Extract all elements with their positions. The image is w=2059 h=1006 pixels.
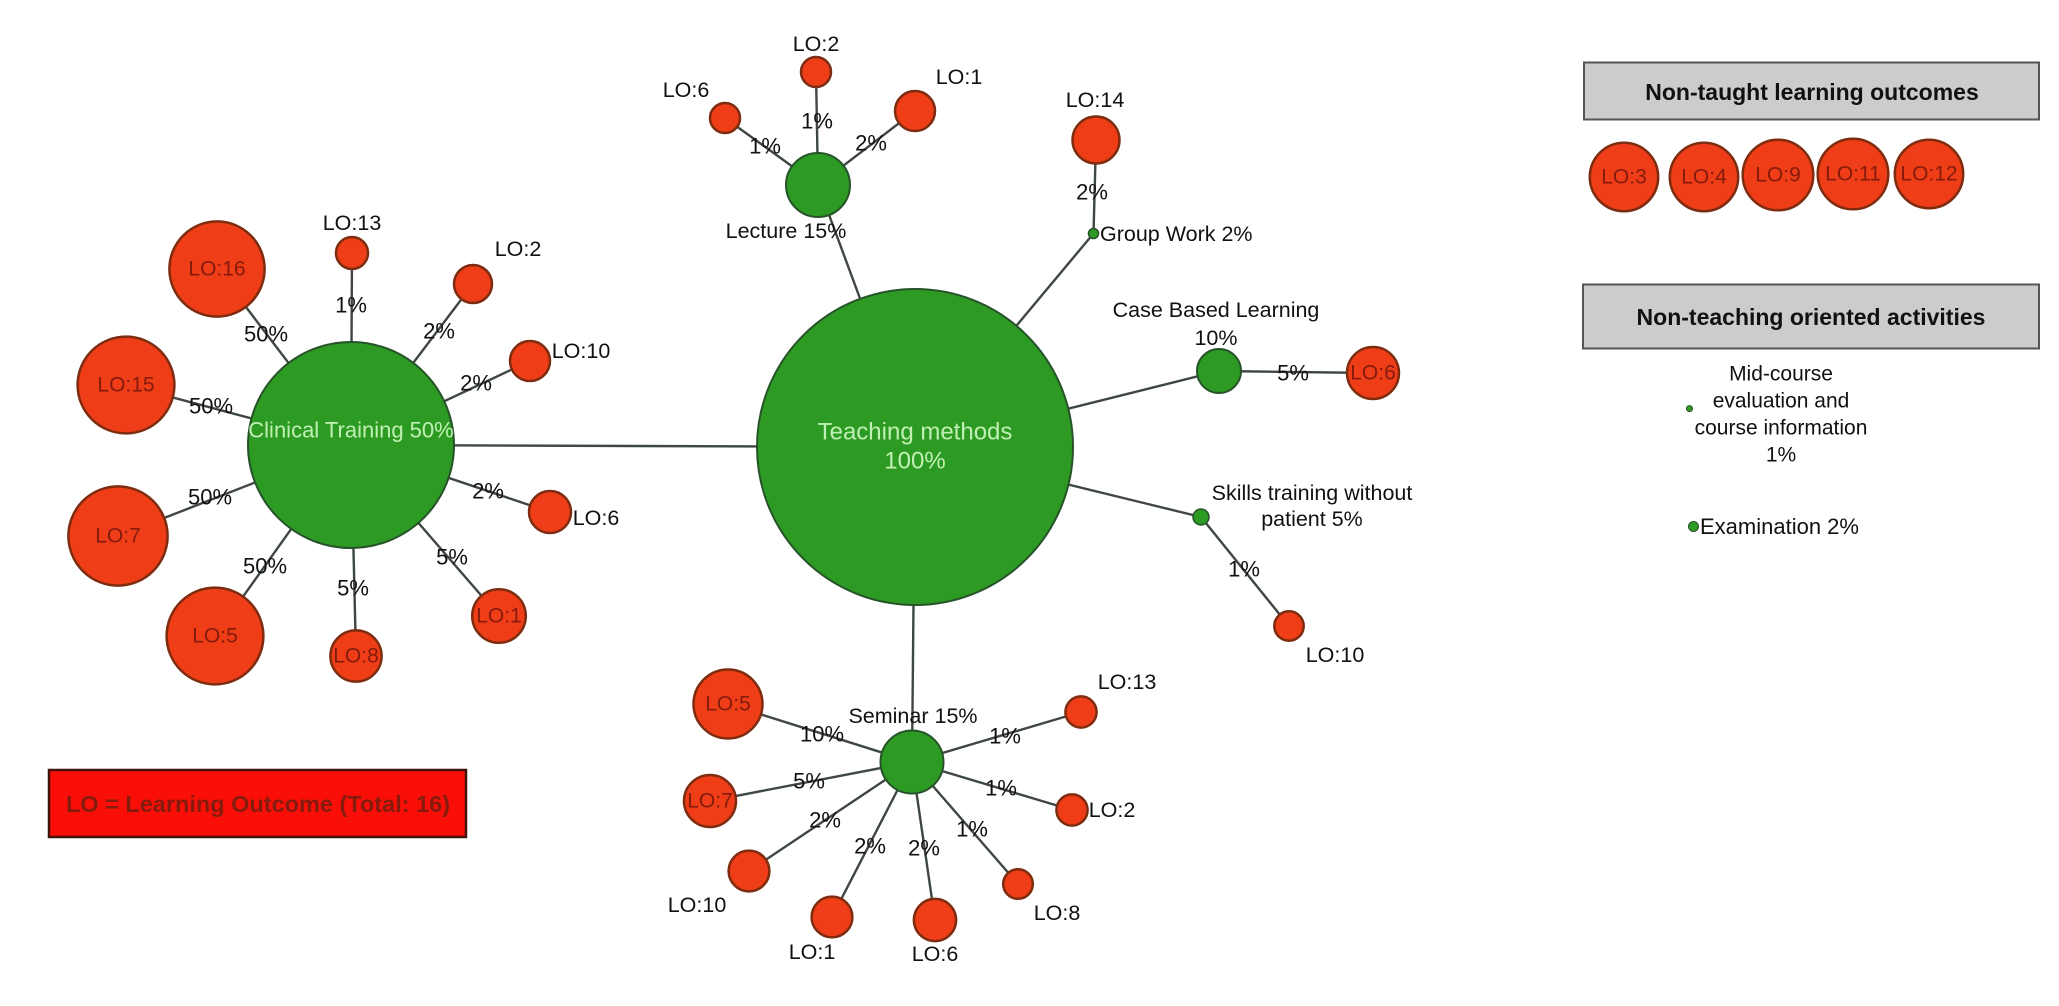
svg-text:50%: 50% <box>189 394 233 419</box>
svg-text:2%: 2% <box>908 836 940 861</box>
svg-text:LO:10: LO:10 <box>668 893 727 917</box>
svg-text:LO:5: LO:5 <box>192 625 238 648</box>
svg-text:100%: 100% <box>884 448 945 475</box>
svg-text:LO:1: LO:1 <box>476 605 522 628</box>
svg-text:Examination 2%: Examination 2% <box>1700 514 1859 539</box>
svg-text:Mid-course: Mid-course <box>1729 363 1833 386</box>
svg-text:LO:6: LO:6 <box>912 942 959 966</box>
svg-text:5%: 5% <box>1277 361 1309 386</box>
svg-text:LO:14: LO:14 <box>1066 88 1125 112</box>
svg-text:Lecture 15%: Lecture 15% <box>726 219 847 243</box>
svg-text:LO:9: LO:9 <box>1755 164 1801 187</box>
svg-text:1%: 1% <box>985 776 1017 801</box>
svg-text:2%: 2% <box>809 808 841 833</box>
svg-text:evaluation and: evaluation and <box>1713 390 1850 413</box>
svg-text:2%: 2% <box>423 319 455 344</box>
svg-text:2%: 2% <box>460 371 492 396</box>
svg-text:1%: 1% <box>1228 557 1260 582</box>
svg-text:Non-taught learning outcomes: Non-taught learning outcomes <box>1645 79 1979 105</box>
svg-text:LO:12: LO:12 <box>1900 163 1957 186</box>
svg-text:LO:10: LO:10 <box>1306 643 1365 667</box>
svg-text:Non-teaching oriented activiti: Non-teaching oriented activities <box>1637 304 1986 330</box>
svg-text:LO:1: LO:1 <box>789 940 836 964</box>
svg-text:patient 5%: patient 5% <box>1261 507 1363 531</box>
svg-text:Group Work 2%: Group Work 2% <box>1100 222 1253 246</box>
svg-text:1%: 1% <box>749 134 781 159</box>
svg-text:1%: 1% <box>989 724 1021 749</box>
svg-text:LO:6: LO:6 <box>663 78 710 102</box>
svg-text:course information: course information <box>1695 417 1868 440</box>
svg-text:1%: 1% <box>1766 444 1796 467</box>
svg-text:2%: 2% <box>1076 180 1108 205</box>
svg-text:5%: 5% <box>337 576 369 601</box>
svg-text:LO:1: LO:1 <box>936 65 983 89</box>
svg-text:LO:8: LO:8 <box>1034 901 1081 925</box>
svg-text:2%: 2% <box>855 131 887 156</box>
svg-text:LO:7: LO:7 <box>95 525 141 548</box>
svg-text:LO:5: LO:5 <box>705 693 751 716</box>
svg-text:LO:8: LO:8 <box>333 645 379 668</box>
svg-text:LO:6: LO:6 <box>573 506 620 530</box>
svg-text:LO:11: LO:11 <box>1825 163 1881 186</box>
svg-text:50%: 50% <box>244 322 288 347</box>
svg-text:50%: 50% <box>188 485 232 510</box>
svg-text:LO:10: LO:10 <box>552 339 611 363</box>
svg-text:LO:3: LO:3 <box>1601 166 1647 189</box>
svg-text:Case Based Learning: Case Based Learning <box>1113 298 1320 322</box>
svg-text:Skills training without: Skills training without <box>1212 481 1413 505</box>
svg-text:2%: 2% <box>472 479 504 504</box>
svg-text:LO:4: LO:4 <box>1681 166 1727 189</box>
svg-text:1%: 1% <box>335 293 367 318</box>
svg-text:50%: 50% <box>243 554 287 579</box>
svg-text:LO:6: LO:6 <box>1350 362 1396 385</box>
svg-text:LO:2: LO:2 <box>1089 798 1136 822</box>
svg-text:LO:13: LO:13 <box>1098 670 1157 694</box>
svg-text:2%: 2% <box>854 834 886 859</box>
svg-text:Clinical Training 50%: Clinical Training 50% <box>248 418 453 443</box>
svg-text:LO = Learning Outcome (Total:: LO = Learning Outcome (Total: 16) <box>66 791 450 817</box>
svg-text:10%: 10% <box>800 722 844 747</box>
svg-text:LO:13: LO:13 <box>323 211 382 235</box>
svg-text:5%: 5% <box>793 769 825 794</box>
svg-text:5%: 5% <box>436 545 468 570</box>
svg-text:1%: 1% <box>801 109 833 134</box>
svg-text:LO:16: LO:16 <box>188 258 245 281</box>
svg-text:LO:2: LO:2 <box>495 237 542 261</box>
svg-text:1%: 1% <box>956 817 988 842</box>
svg-text:LO:2: LO:2 <box>793 32 840 56</box>
svg-text:Seminar 15%: Seminar 15% <box>848 704 977 728</box>
svg-text:LO:15: LO:15 <box>97 374 154 397</box>
svg-text:LO:7: LO:7 <box>687 790 733 813</box>
svg-text:Teaching methods: Teaching methods <box>818 419 1013 446</box>
svg-text:10%: 10% <box>1194 326 1237 350</box>
